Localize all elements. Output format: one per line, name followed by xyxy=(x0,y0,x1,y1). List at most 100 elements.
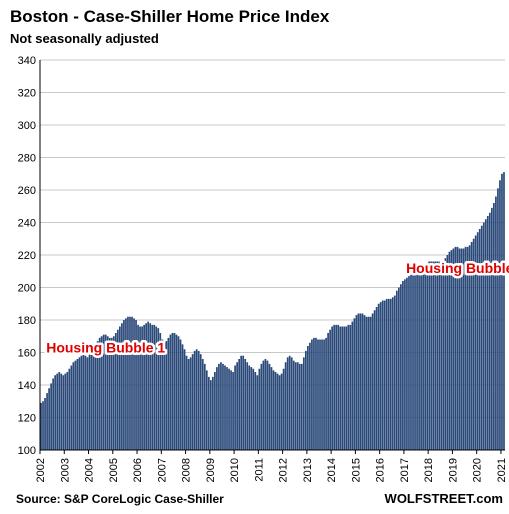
bar xyxy=(335,324,338,450)
bar xyxy=(94,344,97,450)
bar xyxy=(501,173,503,450)
bar xyxy=(395,290,398,450)
bar xyxy=(254,372,257,450)
bar xyxy=(280,373,283,450)
bar xyxy=(40,402,42,450)
x-axis: 2002 2003 2004 2005 2006 2007 2008 2009 2010 2011… xyxy=(35,450,508,482)
bar xyxy=(488,212,491,450)
bar xyxy=(218,363,220,450)
bar xyxy=(349,324,352,450)
bar xyxy=(474,235,477,450)
bar xyxy=(311,339,313,450)
bar xyxy=(52,378,55,450)
bar xyxy=(145,323,148,450)
bar xyxy=(495,196,497,450)
bar xyxy=(460,248,463,450)
bar xyxy=(260,363,263,450)
bar xyxy=(149,323,152,450)
bar xyxy=(493,203,495,450)
bar xyxy=(313,337,315,450)
bar xyxy=(402,281,404,450)
bar xyxy=(262,360,265,450)
bar xyxy=(131,316,133,450)
bar xyxy=(195,349,198,450)
bar xyxy=(375,307,378,450)
x-tick-label: 2021 xyxy=(496,458,508,482)
bar xyxy=(214,372,216,450)
x-tick-label: 2015 xyxy=(350,458,362,482)
bar xyxy=(220,362,222,450)
bar xyxy=(104,334,107,450)
bar xyxy=(258,368,261,450)
bar xyxy=(462,248,465,450)
axes xyxy=(39,60,505,451)
bar xyxy=(400,284,402,450)
bar xyxy=(153,324,156,450)
bar xyxy=(248,365,251,450)
bar xyxy=(108,337,111,450)
bar xyxy=(304,350,307,450)
bar xyxy=(244,359,247,450)
bar xyxy=(331,326,334,450)
bar xyxy=(129,316,131,450)
bar xyxy=(438,261,441,450)
bar xyxy=(298,363,301,450)
x-tick-label: 2013 xyxy=(302,458,314,482)
bar xyxy=(418,274,420,450)
bar xyxy=(96,341,99,450)
bar xyxy=(242,355,245,450)
bar xyxy=(383,300,386,450)
bar xyxy=(343,326,346,450)
bar xyxy=(46,393,48,450)
bar xyxy=(379,302,382,450)
x-tick-label: 2017 xyxy=(399,458,411,482)
bar xyxy=(135,320,137,450)
y-axis: 100 120 140 160 180 200 220 240 260 280 300 320 340 xyxy=(18,55,36,457)
bar xyxy=(341,326,344,450)
bar xyxy=(54,375,57,450)
x-tick-label: 2003 xyxy=(59,458,71,482)
bar xyxy=(456,246,459,450)
bar xyxy=(121,323,123,450)
bar xyxy=(339,326,342,450)
bar xyxy=(484,219,487,450)
bar xyxy=(333,324,336,450)
bar xyxy=(450,250,453,450)
bar xyxy=(64,373,67,450)
bar xyxy=(482,222,485,450)
bar xyxy=(480,225,483,450)
bar xyxy=(497,188,499,450)
x-tick-label: 2007 xyxy=(156,458,168,482)
bar xyxy=(387,298,390,450)
bar xyxy=(123,320,125,450)
bar xyxy=(472,238,475,450)
bar xyxy=(442,263,445,450)
bar xyxy=(373,310,376,450)
bar xyxy=(284,362,287,450)
bar xyxy=(240,355,243,450)
bar xyxy=(448,251,451,450)
chart-title: Boston - Case-Shiller Home Price Index xyxy=(10,7,330,26)
bar xyxy=(68,368,71,450)
bar xyxy=(361,313,364,450)
y-tick-label: 200 xyxy=(18,283,36,295)
bar xyxy=(246,362,249,450)
bar xyxy=(236,362,238,450)
bar xyxy=(329,329,331,450)
bar xyxy=(371,313,374,450)
bar xyxy=(127,316,129,450)
bar xyxy=(44,398,46,450)
x-tick-label: 2010 xyxy=(229,458,241,482)
y-tick-label: 140 xyxy=(18,380,36,392)
bar xyxy=(147,321,150,450)
bar xyxy=(499,180,501,450)
bar xyxy=(412,274,414,450)
bar xyxy=(98,337,101,450)
bar xyxy=(385,298,388,450)
bar xyxy=(274,372,277,450)
bar xyxy=(100,336,103,450)
bar xyxy=(205,370,208,450)
bar xyxy=(353,318,356,450)
bar xyxy=(434,261,437,450)
bar xyxy=(422,268,424,450)
